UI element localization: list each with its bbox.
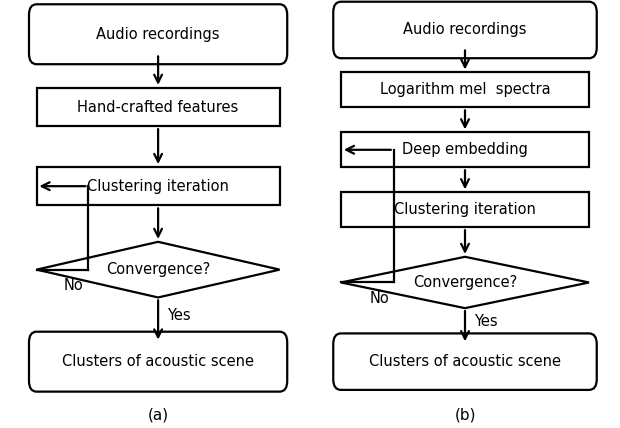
Text: Clusters of acoustic scene: Clusters of acoustic scene (369, 354, 561, 369)
FancyBboxPatch shape (341, 132, 589, 167)
FancyBboxPatch shape (29, 332, 287, 392)
Text: (a): (a) (148, 407, 169, 423)
Text: Yes: Yes (474, 314, 498, 330)
FancyBboxPatch shape (341, 192, 589, 227)
Text: No: No (370, 291, 389, 306)
FancyBboxPatch shape (334, 333, 596, 390)
Text: Convergence?: Convergence? (413, 275, 517, 290)
Text: Audio recordings: Audio recordings (403, 22, 527, 38)
FancyBboxPatch shape (29, 4, 287, 64)
Polygon shape (37, 242, 280, 297)
FancyBboxPatch shape (341, 72, 589, 107)
FancyBboxPatch shape (334, 2, 596, 58)
Text: Yes: Yes (167, 308, 191, 323)
Text: Logarithm mel  spectra: Logarithm mel spectra (379, 82, 551, 98)
Polygon shape (341, 257, 589, 308)
Text: (b): (b) (454, 407, 476, 423)
Text: Audio recordings: Audio recordings (96, 27, 220, 42)
Text: No: No (64, 278, 84, 293)
FancyBboxPatch shape (37, 167, 280, 205)
Text: Clustering iteration: Clustering iteration (394, 202, 536, 217)
Text: Clustering iteration: Clustering iteration (87, 178, 229, 194)
Text: Deep embedding: Deep embedding (402, 142, 528, 158)
Text: Hand-crafted features: Hand-crafted features (78, 99, 239, 115)
Text: Clusters of acoustic scene: Clusters of acoustic scene (62, 354, 254, 369)
Text: Convergence?: Convergence? (106, 262, 210, 277)
FancyBboxPatch shape (37, 88, 280, 126)
